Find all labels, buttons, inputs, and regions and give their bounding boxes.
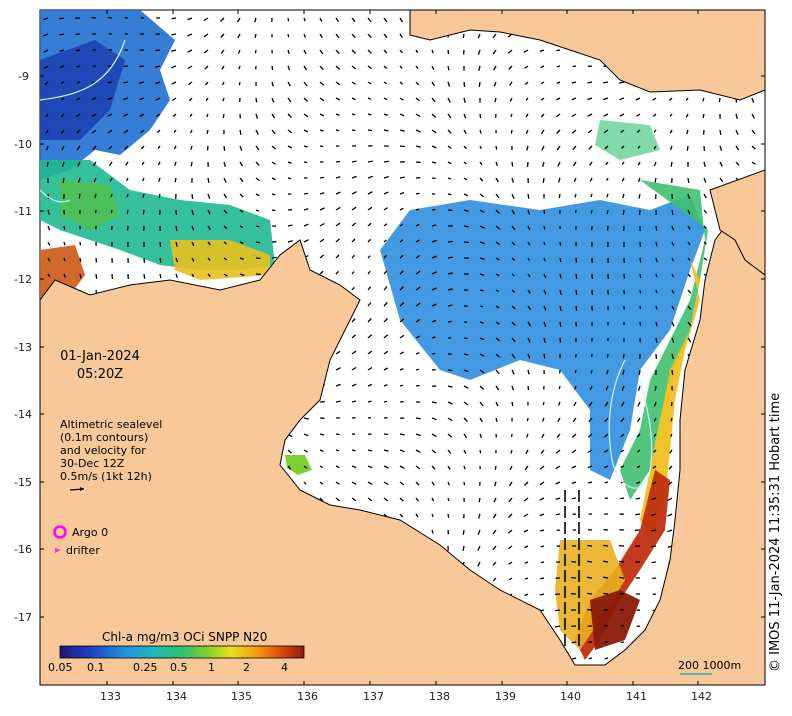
colorbar-tick: 0.1 <box>87 661 105 674</box>
colorbar-title: Chl-a mg/m3 OCi SNPP N20 <box>102 630 268 644</box>
legend-line: and velocity for <box>60 444 146 457</box>
scale-bar-label: 200 1000m <box>678 659 742 672</box>
sealevel-contours <box>40 39 653 489</box>
colorbar-gradient <box>59 645 305 659</box>
lon-tick-label: 138 <box>429 690 450 703</box>
lon-tick-label: 135 <box>231 690 252 703</box>
lon-tick-label: 137 <box>363 690 384 703</box>
legend-line: 30-Dec 12Z <box>60 457 125 470</box>
lat-tick-label: -13 <box>14 341 32 354</box>
colorbar-tick: 0.5 <box>170 661 188 674</box>
time-text: 05:20Z <box>76 367 124 382</box>
lon-tick-label: 140 <box>560 690 581 703</box>
date-text: 01-Jan-2024 <box>60 349 140 364</box>
legend-line: 0.5m/s (1kt 12h) <box>60 470 152 483</box>
axis-ticks <box>40 10 765 685</box>
credit-text: © IMOS 11-Jan-2024 11:35:31 Hobart time <box>768 392 783 672</box>
argo-marker-icon <box>53 525 67 539</box>
colorbar-tick: 4 <box>281 661 288 674</box>
lat-tick-label: -12 <box>14 273 32 286</box>
colorbar-tick: 0.25 <box>133 661 158 674</box>
land-layer <box>40 10 765 685</box>
lat-tick-label: -17 <box>14 611 32 624</box>
colorbar-tick: 2 <box>243 661 250 674</box>
lat-tick-label: -10 <box>14 138 32 151</box>
lon-tick-label: 136 <box>297 690 318 703</box>
legend-line: (0.1m contours) <box>60 431 149 444</box>
velocity-scale-arrow <box>69 487 85 491</box>
lat-tick-label: -16 <box>14 543 32 556</box>
altimetry-legend: Altimetric sealevel (0.1m contours) and … <box>60 418 162 483</box>
lon-tick-label: 133 <box>100 690 121 703</box>
lat-tick-label: -15 <box>14 476 32 489</box>
lat-tick-label: -11 <box>14 205 32 218</box>
chlorophyll-layer <box>40 10 708 660</box>
lon-tick-label: 141 <box>626 690 647 703</box>
lon-tick-label: 139 <box>495 690 516 703</box>
lat-tick-label: -9 <box>18 70 29 83</box>
argo-label: Argo 0 <box>72 526 109 539</box>
lat-tick-label: -14 <box>14 408 32 421</box>
drifter-marker-icon <box>55 548 61 553</box>
colorbar-tick: 0.05 <box>48 661 73 674</box>
map-date: 01-Jan-2024 05:20Z <box>55 348 145 384</box>
drifter-label: drifter <box>66 544 100 557</box>
legend-line: Altimetric sealevel <box>60 418 163 431</box>
lon-tick-label: 142 <box>691 690 712 703</box>
lon-tick-label: 134 <box>166 690 187 703</box>
colorbar-tick: 1 <box>208 661 215 674</box>
